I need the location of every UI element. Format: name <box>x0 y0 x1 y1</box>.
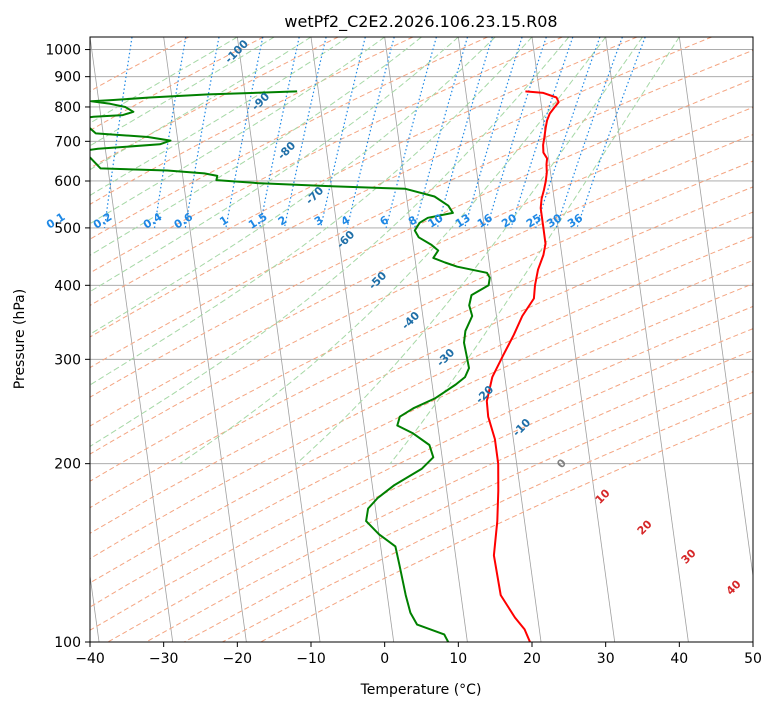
x-tick-label: 30 <box>597 651 615 667</box>
x-tick-label: 10 <box>449 651 467 667</box>
moist-adiabat-line <box>90 37 349 196</box>
temperature-profile <box>485 90 560 642</box>
y-tick-label: 700 <box>54 134 81 150</box>
isotherm-line <box>457 37 542 642</box>
dry-adiabat-line <box>90 283 753 608</box>
dry-adiabat-line <box>107 328 753 642</box>
isotherm-line <box>678 37 753 579</box>
mixing-ratio-line <box>464 37 523 229</box>
dry-adiabat-line <box>222 391 753 642</box>
mixing-ratio-line <box>320 37 366 229</box>
moist-adiabat-line <box>179 37 607 465</box>
y-tick-label: 400 <box>54 278 81 294</box>
y-tick-label: 800 <box>54 100 81 116</box>
y-tick-label: 900 <box>54 70 81 86</box>
moist-adiabat-line <box>389 37 680 465</box>
moist-adiabat-line <box>90 37 275 147</box>
x-tick-label: −40 <box>75 651 105 667</box>
mixing-ratio-line <box>184 37 220 228</box>
moist-adiabat-line <box>296 37 643 465</box>
isotherm-line <box>163 37 247 642</box>
y-tick-label: 500 <box>54 221 81 237</box>
x-tick-label: −30 <box>149 651 179 667</box>
dry-adiabat-line <box>90 49 753 369</box>
moist-adiabat-line <box>90 37 570 448</box>
isotherm-line <box>236 37 321 642</box>
dewpoint-profile <box>90 90 491 642</box>
x-tick-label: 20 <box>523 651 541 667</box>
mixing-ratio-line <box>259 37 300 229</box>
mixing-ratio-line <box>225 37 264 229</box>
x-tick-label: 40 <box>670 651 688 667</box>
mixing-ratio-line <box>283 37 327 229</box>
y-tick-label: 300 <box>54 352 81 368</box>
mixing-ratio-line <box>576 37 646 229</box>
mixing-ratio-line <box>535 37 601 229</box>
y-tick-label: 200 <box>54 457 81 473</box>
plot-frame <box>89 36 754 643</box>
dry-adiabat-line <box>183 371 753 642</box>
dry-adiabat-line <box>145 349 753 642</box>
dry-adiabat-line <box>90 78 753 398</box>
dry-adiabat-line <box>90 305 753 631</box>
dry-adiabat-line <box>90 134 753 455</box>
mixing-ratio-line <box>510 37 574 229</box>
dry-adiabat-line <box>90 259 753 584</box>
mixing-ratio-line <box>103 37 133 228</box>
dry-adiabat-line <box>90 106 753 427</box>
x-tick-label: 0 <box>380 651 389 667</box>
axis-ticks: −40 −30 −20 −10 0 10 20 30 40 50 1000 900 800 700 600 5… <box>45 43 762 667</box>
moist-adiabat-line <box>90 37 459 293</box>
dry-adiabat-line <box>90 160 753 482</box>
y-axis-label: Pressure (hPa) <box>12 289 28 389</box>
mixing-ratio-line <box>346 37 395 229</box>
mixing-ratio-line <box>486 37 547 229</box>
dry-adiabat-line <box>90 37 264 131</box>
x-tick-label: −10 <box>296 651 326 667</box>
moist-adiabat-line <box>90 37 496 335</box>
y-tick-label: 600 <box>54 174 81 190</box>
mixing-ratio-line <box>555 37 623 229</box>
x-tick-label: 50 <box>744 651 762 667</box>
dry-adiabat-line <box>90 37 638 307</box>
isotherm-line <box>605 37 689 642</box>
y-tick-label: 1000 <box>45 43 81 59</box>
mixing-ratio-line <box>436 37 493 229</box>
x-tick-label: −20 <box>223 651 253 667</box>
moist-adiabat-line <box>90 37 533 386</box>
mixing-ratio-line <box>414 37 469 229</box>
profile-lines <box>90 90 560 642</box>
background-lines <box>90 37 753 642</box>
isotherm-line <box>384 37 468 642</box>
y-tick-label: 100 <box>54 635 81 651</box>
x-axis-label: Temperature (°C) <box>360 682 482 698</box>
moist-adiabat-line <box>90 37 238 124</box>
plot-area <box>90 37 753 642</box>
isotherm-line <box>531 37 616 642</box>
mixing-ratio-line <box>385 37 437 229</box>
chart-title: wetPf2_C2E2.2026.106.23.15.R08 <box>284 12 557 32</box>
dry-adiabat-line <box>90 37 563 274</box>
dry-adiabat-line <box>90 37 488 240</box>
